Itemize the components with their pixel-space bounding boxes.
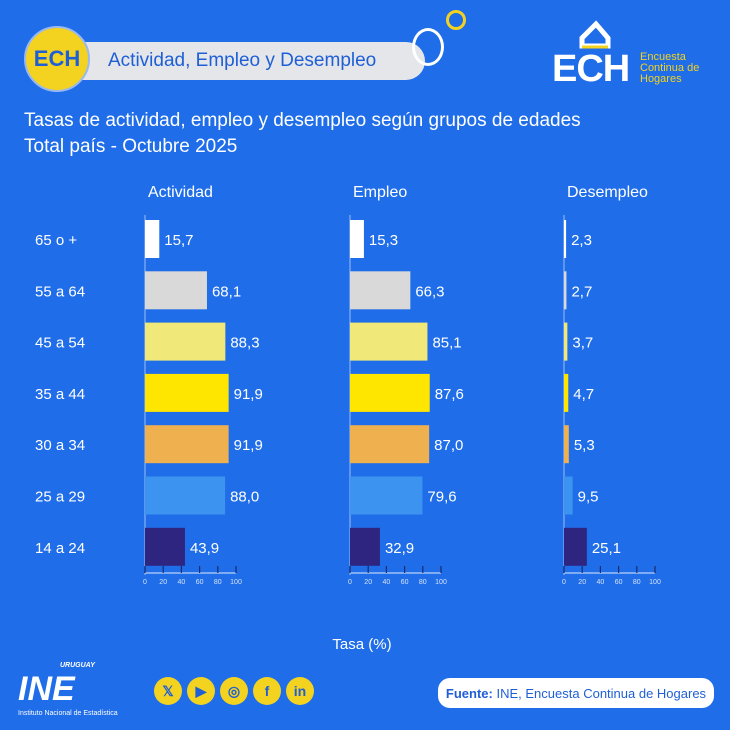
tick-label: 60 xyxy=(196,579,204,586)
chart-title: Tasas de actividad, empleo y desempleo s… xyxy=(24,108,581,160)
tick-label: 40 xyxy=(178,579,186,586)
bar xyxy=(350,425,430,464)
instagram-icon[interactable]: ◎ xyxy=(220,677,248,705)
tick-label: 0 xyxy=(143,579,147,586)
category-label: 45 a 54 xyxy=(35,335,85,352)
ech-logo-sub: Encuesta Continua de Hogares xyxy=(640,51,700,85)
tick-label: 20 xyxy=(578,579,586,586)
tick-label: 100 xyxy=(649,579,661,586)
data-label: 3,7 xyxy=(572,335,593,352)
tick-label: 40 xyxy=(383,579,391,586)
bar xyxy=(145,527,185,566)
tick-label: 60 xyxy=(615,579,623,586)
data-label: 4,7 xyxy=(573,386,594,403)
data-label: 66,3 xyxy=(415,283,444,300)
decor-ring-yellow xyxy=(446,10,466,30)
category-label: 35 a 44 xyxy=(35,386,85,403)
linkedin-icon[interactable]: in xyxy=(286,677,314,705)
tick-label: 80 xyxy=(633,579,641,586)
ech-logo: ECH xyxy=(552,48,630,90)
tick-label: 60 xyxy=(401,579,409,586)
data-label: 85,1 xyxy=(432,335,461,352)
ine-logo: INE xyxy=(18,670,75,708)
bar xyxy=(145,373,229,412)
bar xyxy=(350,527,380,566)
source-text: INE, Encuesta Continua de Hogares xyxy=(492,685,707,701)
bar xyxy=(564,527,587,566)
bar xyxy=(564,476,573,515)
data-label: 68,1 xyxy=(212,283,241,300)
panel-title: Empleo xyxy=(353,184,407,201)
x-icon[interactable]: 𝕏 xyxy=(154,677,182,705)
ine-logo-sub: Instituto Nacional de Estadística xyxy=(18,710,118,717)
bar xyxy=(145,220,160,258)
bar xyxy=(145,271,207,310)
category-label: 25 a 29 xyxy=(35,489,85,506)
subtitle: Total país - Octubre 2025 xyxy=(24,136,238,157)
title: Tasas de actividad, empleo y desempleo s… xyxy=(24,110,581,131)
bar xyxy=(564,322,568,361)
bar xyxy=(564,271,567,310)
data-label: 79,6 xyxy=(427,489,456,506)
data-label: 2,7 xyxy=(571,283,592,300)
ine-logo-top: URUGUAY xyxy=(60,662,95,669)
data-label: 25,1 xyxy=(592,540,621,557)
data-label: 88,3 xyxy=(230,335,259,352)
data-label: 15,7 xyxy=(164,232,193,249)
tick-label: 80 xyxy=(419,579,427,586)
category-label: 14 a 24 xyxy=(35,540,85,557)
bar xyxy=(350,322,428,361)
category-label: 30 a 34 xyxy=(35,437,85,454)
bar xyxy=(564,425,569,464)
source-label: Fuente: xyxy=(445,685,493,701)
decor-ring-white xyxy=(412,28,444,66)
category-label: 55 a 64 xyxy=(35,283,85,300)
data-label: 91,9 xyxy=(234,437,263,454)
bar xyxy=(564,220,567,258)
data-label: 87,0 xyxy=(434,437,463,454)
ech-badge: ECH xyxy=(24,26,90,92)
facebook-icon[interactable]: f xyxy=(253,677,281,705)
tick-label: 40 xyxy=(597,579,605,586)
bar xyxy=(564,373,569,412)
data-label: 91,9 xyxy=(234,386,263,403)
tick-label: 20 xyxy=(159,579,167,586)
tick-label: 0 xyxy=(348,579,352,586)
data-label: 5,3 xyxy=(574,437,595,454)
tick-label: 20 xyxy=(364,579,372,586)
x-axis-label: Tasa (%) xyxy=(332,636,391,653)
youtube-icon[interactable]: ▶ xyxy=(187,677,215,705)
data-label: 88,0 xyxy=(230,489,259,506)
header-title: Actividad, Empleo y Desempleo xyxy=(108,50,377,71)
bar xyxy=(350,220,364,258)
tick-label: 80 xyxy=(214,579,222,586)
tick-label: 100 xyxy=(435,579,447,586)
panel-title: Actividad xyxy=(148,184,213,201)
data-label: 32,9 xyxy=(385,540,414,557)
bar xyxy=(145,322,226,361)
category-label: 65 o + xyxy=(35,232,77,249)
data-label: 43,9 xyxy=(190,540,219,557)
panel-title: Desempleo xyxy=(567,184,648,201)
data-label: 15,3 xyxy=(369,232,398,249)
source-note: Fuente: INE, Encuesta Continua de Hogare… xyxy=(438,678,714,708)
tick-label: 100 xyxy=(230,579,242,586)
bar xyxy=(350,476,423,515)
bar xyxy=(145,476,226,515)
bar xyxy=(350,373,430,412)
tick-label: 0 xyxy=(562,579,566,586)
data-label: 2,3 xyxy=(571,232,592,249)
header-pill xyxy=(30,42,425,80)
data-label: 9,5 xyxy=(578,489,599,506)
bar xyxy=(145,425,229,464)
bar xyxy=(350,271,411,310)
data-label: 87,6 xyxy=(435,386,464,403)
